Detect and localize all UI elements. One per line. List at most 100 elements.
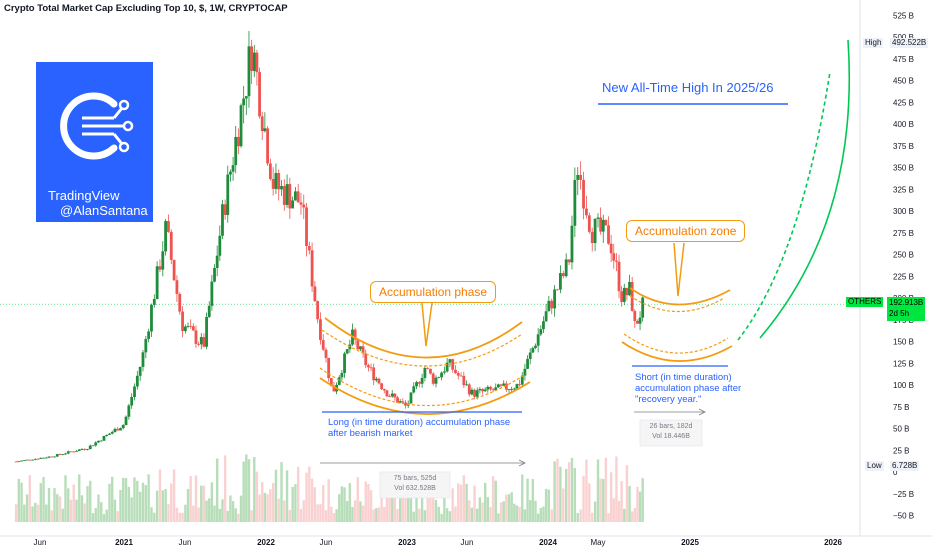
candle-body xyxy=(186,325,190,327)
y-tick-label: 450 B xyxy=(893,77,914,86)
volume-bar xyxy=(261,482,264,522)
zone-arc-upper xyxy=(629,287,731,306)
volume-bar xyxy=(353,500,357,522)
candle-body xyxy=(61,454,65,456)
volume-bar xyxy=(620,481,623,522)
zone-arc-upper-dashed xyxy=(629,295,725,313)
y-tick-label: 325 B xyxy=(893,185,914,194)
volume-bar xyxy=(591,512,594,522)
candle-body xyxy=(80,449,84,450)
candle-body xyxy=(266,128,269,164)
volume-bar xyxy=(380,494,383,522)
candle-body xyxy=(102,435,106,441)
volume-bar xyxy=(119,489,122,522)
accumulation-zone-pointer xyxy=(673,242,685,297)
candle-body xyxy=(550,300,554,309)
volume-bar xyxy=(518,506,521,522)
volume-bar xyxy=(155,490,159,522)
candle-body xyxy=(280,186,283,190)
volume-bar xyxy=(513,503,516,522)
candle-body xyxy=(636,320,639,324)
volume-bar xyxy=(47,487,51,522)
candle-body xyxy=(622,287,626,302)
candle-body xyxy=(178,293,182,312)
volume-bar xyxy=(25,494,29,522)
candle-body xyxy=(353,329,357,340)
candle-body xyxy=(282,186,286,205)
volume-bar xyxy=(542,506,545,522)
volume-bar xyxy=(582,475,585,522)
volume-bar xyxy=(192,505,195,522)
volume-bar xyxy=(175,507,179,522)
candle-body xyxy=(207,305,211,317)
volume-bar xyxy=(599,478,602,522)
candle-body xyxy=(127,405,131,417)
candle-body xyxy=(250,46,254,71)
volume-bar xyxy=(604,457,608,522)
candle-body xyxy=(374,378,378,381)
candle-body xyxy=(110,432,114,434)
volume-bar xyxy=(507,494,511,522)
candle-body xyxy=(431,373,435,384)
candle-body xyxy=(167,221,170,232)
volume-bar xyxy=(181,512,184,522)
candle-body xyxy=(630,281,634,311)
volume-bar xyxy=(497,513,500,522)
candle-body xyxy=(434,377,438,384)
candle-body xyxy=(263,128,267,132)
y-tick-label: −50 B xyxy=(893,512,914,521)
candle-body xyxy=(366,365,370,368)
low-label: Low xyxy=(865,461,884,471)
volume-bar xyxy=(141,482,145,522)
candle-body xyxy=(343,353,346,373)
volume-bar xyxy=(550,509,553,522)
candle-body xyxy=(247,46,251,97)
range-stat-volume-1: Vol 632.528B xyxy=(394,485,436,492)
volume-bar xyxy=(585,459,588,522)
volume-bar xyxy=(285,470,289,522)
volume-bar xyxy=(372,509,375,522)
candle-body xyxy=(396,397,399,403)
candle-body xyxy=(512,388,516,390)
candle-body xyxy=(361,346,365,354)
candle-body xyxy=(467,384,471,395)
volume-bar xyxy=(322,485,325,522)
volume-bar xyxy=(579,509,582,522)
volume-bar xyxy=(161,490,164,522)
candle-body xyxy=(116,428,120,431)
volume-bar xyxy=(280,462,283,522)
candle-body xyxy=(77,449,81,451)
volume-bar xyxy=(245,454,248,522)
candle-body xyxy=(260,116,264,132)
x-tick-label: 2025 xyxy=(681,538,699,547)
volume-bar xyxy=(253,457,256,522)
volume-bar xyxy=(78,474,81,522)
candle-body xyxy=(345,349,349,354)
volume-bar xyxy=(505,494,508,522)
volume-bar xyxy=(478,497,482,522)
volume-bar xyxy=(335,509,338,522)
candle-body xyxy=(385,390,389,397)
volume-bar xyxy=(266,494,269,522)
y-tick-label: 25 B xyxy=(893,446,909,455)
range-arrowhead-short xyxy=(698,408,706,416)
candle-body xyxy=(316,301,320,320)
candle-body xyxy=(526,359,529,369)
candle-body xyxy=(197,343,201,345)
volume-bar xyxy=(258,494,261,522)
candle-body xyxy=(390,393,394,397)
long-accumulation-note: Long (in time duration) accumulation pha… xyxy=(328,417,511,439)
y-tick-label: 0 xyxy=(893,468,898,477)
volume-bar xyxy=(462,475,466,522)
volume-bar xyxy=(294,484,297,522)
candle-body xyxy=(161,251,165,270)
volume-bar xyxy=(361,505,365,522)
volume-bar xyxy=(457,483,460,522)
volume-bar xyxy=(393,492,397,522)
volume-bar xyxy=(31,506,34,522)
volume-bar xyxy=(255,471,259,522)
volume-bar xyxy=(189,476,192,522)
candle-body xyxy=(255,52,259,73)
volume-bar xyxy=(404,485,407,522)
